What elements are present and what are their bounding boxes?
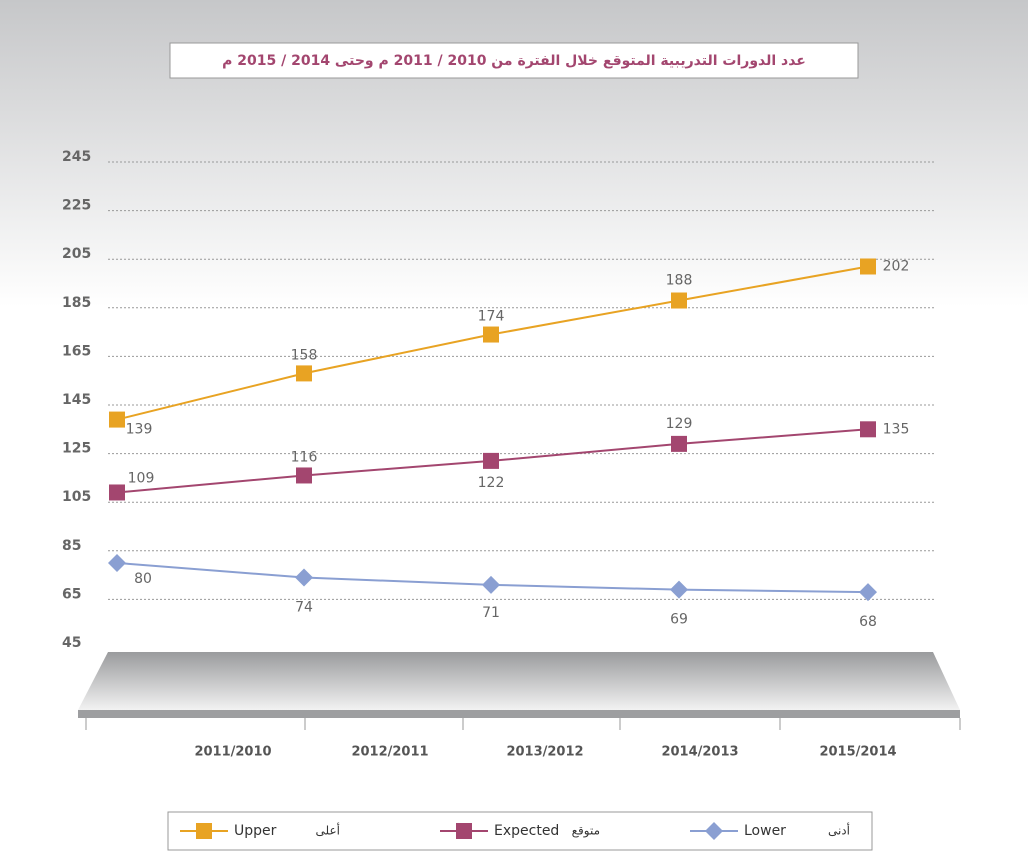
data-label: 139	[126, 422, 153, 438]
y-tick-label: 145	[62, 392, 91, 408]
data-label: 71	[482, 605, 500, 621]
y-tick-label: 125	[62, 441, 91, 457]
data-label: 68	[859, 614, 877, 630]
floor	[78, 652, 960, 710]
y-tick-label: 65	[62, 586, 81, 602]
x-tick-label: 2014/2013	[661, 745, 738, 760]
floor-edge	[78, 710, 960, 718]
data-point	[296, 365, 312, 382]
x-tick-label: 2012/2011	[351, 745, 428, 760]
legend-label: Upper	[234, 823, 277, 839]
legend-label-ar: أعلى	[316, 823, 340, 838]
legend-label-ar: أدنى	[828, 823, 850, 838]
data-label: 202	[883, 258, 910, 274]
x-tick-label: 2011/2010	[194, 745, 271, 760]
data-point	[483, 452, 499, 469]
data-point	[109, 411, 125, 428]
legend-marker	[196, 823, 212, 839]
y-tick-label: 85	[62, 538, 81, 554]
legend-label-ar: متوقع	[572, 824, 600, 839]
data-label: 188	[666, 273, 693, 289]
y-tick-label: 185	[62, 295, 91, 311]
data-point	[859, 583, 877, 602]
data-point	[671, 435, 687, 452]
data-point	[295, 568, 313, 587]
y-tick-label: 105	[62, 489, 91, 505]
data-point	[860, 258, 876, 275]
data-point	[670, 580, 688, 599]
data-point	[671, 292, 687, 309]
data-label: 116	[291, 449, 318, 465]
legend-label: Lower	[744, 823, 786, 839]
data-label: 158	[291, 347, 318, 363]
data-label: 74	[295, 600, 313, 616]
legend-box	[167, 811, 873, 851]
data-point	[109, 484, 125, 501]
chart-title: عدد الدورات التدريبية المتوقع خلال الفتر…	[222, 53, 806, 69]
data-point	[482, 575, 500, 594]
y-tick-label: 165	[62, 343, 91, 359]
y-tick-label: 45	[62, 635, 81, 651]
data-point	[108, 553, 126, 572]
legend-marker	[456, 823, 472, 839]
x-tick-label: 2015/2014	[819, 745, 896, 760]
data-label: 80	[134, 571, 152, 587]
y-tick-label: 245	[62, 149, 91, 165]
data-label: 109	[128, 470, 155, 486]
y-tick-label: 225	[62, 198, 91, 214]
data-point	[483, 326, 499, 343]
data-label: 135	[883, 421, 910, 437]
data-label: 69	[670, 612, 688, 628]
x-tick-label: 2013/2012	[506, 745, 583, 760]
data-label: 122	[478, 475, 505, 491]
legend-marker	[705, 822, 723, 840]
data-point	[860, 421, 876, 438]
title-box	[169, 42, 859, 79]
y-tick-label: 205	[62, 246, 91, 262]
data-label: 174	[478, 309, 505, 325]
data-label: 129	[666, 416, 693, 432]
data-point	[296, 467, 312, 484]
legend-label: Expected	[494, 823, 559, 839]
